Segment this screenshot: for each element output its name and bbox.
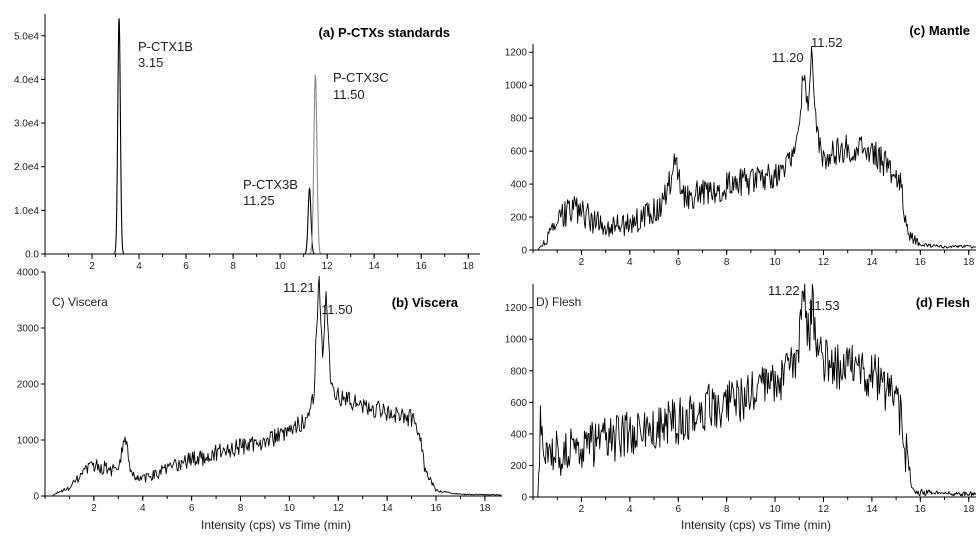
x-tick-label: 8 xyxy=(724,504,730,515)
y-tick-label: 0 xyxy=(521,493,527,504)
chromatogram-trace xyxy=(537,283,977,498)
panel-d-title: (d) Flesh xyxy=(916,295,970,310)
y-tick-label: 600 xyxy=(510,398,527,409)
y-tick-label: 800 xyxy=(510,366,527,377)
y-tick-label: 4.0e4 xyxy=(14,75,39,86)
x-tick-label: 14 xyxy=(382,503,394,514)
x-tick-label: 18 xyxy=(479,503,491,514)
peak-trace xyxy=(107,18,131,255)
y-tick-label: 200 xyxy=(510,213,527,224)
chromatogram-trace xyxy=(52,275,502,497)
panel-d-xlabel: Intensity (cps) vs Time (min) xyxy=(681,518,831,532)
x-tick-label: 18 xyxy=(963,504,975,515)
panel-d-axes: 0 200 400 600 800 1000 1200 2 4 6 8 10 12 14 16 18 xyxy=(505,284,976,515)
peak-label-ctx3b-name: P-CTX3B xyxy=(243,177,298,192)
x-tick-label: 8 xyxy=(724,257,730,268)
panel-d-peak-label-2: 11.53 xyxy=(808,298,840,313)
x-tick-label: 12 xyxy=(818,504,830,515)
y-tick-label: 2000 xyxy=(17,380,40,391)
y-tick-label: 600 xyxy=(510,147,527,158)
y-tick-label: 2.0e4 xyxy=(14,162,39,173)
x-tick-label: 4 xyxy=(627,257,633,268)
y-tick-label: 800 xyxy=(510,114,527,125)
x-tick-label: 2 xyxy=(579,257,585,268)
x-tick-label: 16 xyxy=(915,257,927,268)
y-tick-label: 3.0e4 xyxy=(14,119,39,130)
panel-c-peak-label-1: 11.20 xyxy=(772,50,804,65)
y-tick-label: 5.0e4 xyxy=(14,31,39,42)
x-tick-label: 12 xyxy=(818,257,830,268)
panel-b-traces xyxy=(52,275,502,497)
x-tick-label: 4 xyxy=(627,504,633,515)
y-tick-label: 1200 xyxy=(505,303,528,314)
x-tick-label: 8 xyxy=(238,503,244,514)
x-tick-label: 10 xyxy=(770,257,782,268)
y-tick-label: 0 xyxy=(33,492,39,503)
x-tick-label: 14 xyxy=(369,261,381,272)
x-tick-label: 10 xyxy=(284,503,296,514)
panel-d-traces xyxy=(537,283,977,498)
chromatogram-trace xyxy=(537,46,977,251)
y-tick-label: 4000 xyxy=(17,268,40,279)
x-tick-label: 12 xyxy=(333,503,345,514)
panel-a-axes: 0.0 1.0e4 2.0e4 3.0e4 4.0e4 5.0e4 2 4 6 8 10 12 14 16… xyxy=(14,14,480,272)
y-tick-label: 0 xyxy=(521,246,527,257)
x-tick-label: 2 xyxy=(89,261,95,272)
x-tick-label: 12 xyxy=(322,261,334,272)
peak-label-ctx1b-name: P-CTX1B xyxy=(138,39,193,54)
x-tick-label: 16 xyxy=(416,261,428,272)
panel-c-peak-label-2: 11.52 xyxy=(811,35,843,50)
panel-d-peak-label-1: 11.22 xyxy=(768,283,800,298)
x-tick-label: 14 xyxy=(866,257,878,268)
panel-b-peak-label-1: 11.21 xyxy=(283,280,315,295)
peak-label-ctx3c-name: P-CTX3C xyxy=(333,70,389,85)
panel-c-axes: 0 200 400 600 800 1000 1200 2 4 6 8 10 12 14 16 18 xyxy=(505,44,976,268)
panel-a: (a) P-CTXs standards P-CTX1B 3.15 P-CTX3… xyxy=(14,14,480,272)
y-tick-label: 1000 xyxy=(505,335,528,346)
panel-c: (c) Mantle 11.20 11.52 0 200 400 600 800 1000… xyxy=(505,23,977,268)
panel-b: (b) Viscera C) Viscera 11.21 11.50 Inten… xyxy=(17,268,502,532)
y-tick-label: 400 xyxy=(510,180,527,191)
y-tick-label: 1000 xyxy=(17,436,40,447)
x-tick-label: 18 xyxy=(463,261,475,272)
panel-b-inner-label: C) Viscera xyxy=(52,295,108,309)
x-tick-label: 18 xyxy=(963,257,975,268)
y-tick-label: 3000 xyxy=(17,324,40,335)
peak-label-ctx1b-rt: 3.15 xyxy=(138,55,163,70)
panel-a-title: (a) P-CTXs standards xyxy=(319,25,450,40)
y-tick-label: 400 xyxy=(510,429,527,440)
panel-d: (d) Flesh D) Flesh 11.22 11.53 Intensity… xyxy=(505,283,977,532)
peak-label-ctx3b-rt: 11.25 xyxy=(243,193,275,208)
x-tick-label: 6 xyxy=(675,504,681,515)
x-tick-label: 2 xyxy=(91,503,97,514)
x-tick-label: 6 xyxy=(183,261,189,272)
x-tick-label: 10 xyxy=(275,261,287,272)
y-tick-label: 1000 xyxy=(505,81,528,92)
y-tick-label: 200 xyxy=(510,461,527,472)
x-tick-label: 8 xyxy=(230,261,236,272)
x-tick-label: 4 xyxy=(136,261,142,272)
panel-b-xlabel: Intensity (cps) vs Time (min) xyxy=(201,518,351,532)
x-tick-label: 14 xyxy=(866,504,878,515)
panel-c-traces xyxy=(537,46,977,251)
x-tick-label: 6 xyxy=(189,503,195,514)
x-tick-label: 16 xyxy=(430,503,442,514)
y-tick-label: 0.0 xyxy=(25,250,39,261)
x-tick-label: 4 xyxy=(140,503,146,514)
y-tick-label: 1200 xyxy=(505,48,528,59)
peak-label-ctx3c-rt: 11.50 xyxy=(333,87,365,102)
panel-c-title: (c) Mantle xyxy=(909,23,970,38)
x-tick-label: 16 xyxy=(915,504,927,515)
y-tick-label: 1.0e4 xyxy=(14,206,39,217)
panel-b-title: (b) Viscera xyxy=(392,295,459,310)
panel-b-peak-label-2: 11.50 xyxy=(321,302,353,317)
panel-a-traces xyxy=(54,18,480,255)
panel-d-inner-label: D) Flesh xyxy=(536,295,581,309)
panel-b-axes: 0 1000 2000 3000 4000 2 4 6 8 10 12 14 16 18 xyxy=(17,268,502,514)
x-tick-label: 6 xyxy=(675,257,681,268)
x-tick-label: 10 xyxy=(770,504,782,515)
x-tick-label: 2 xyxy=(579,504,585,515)
